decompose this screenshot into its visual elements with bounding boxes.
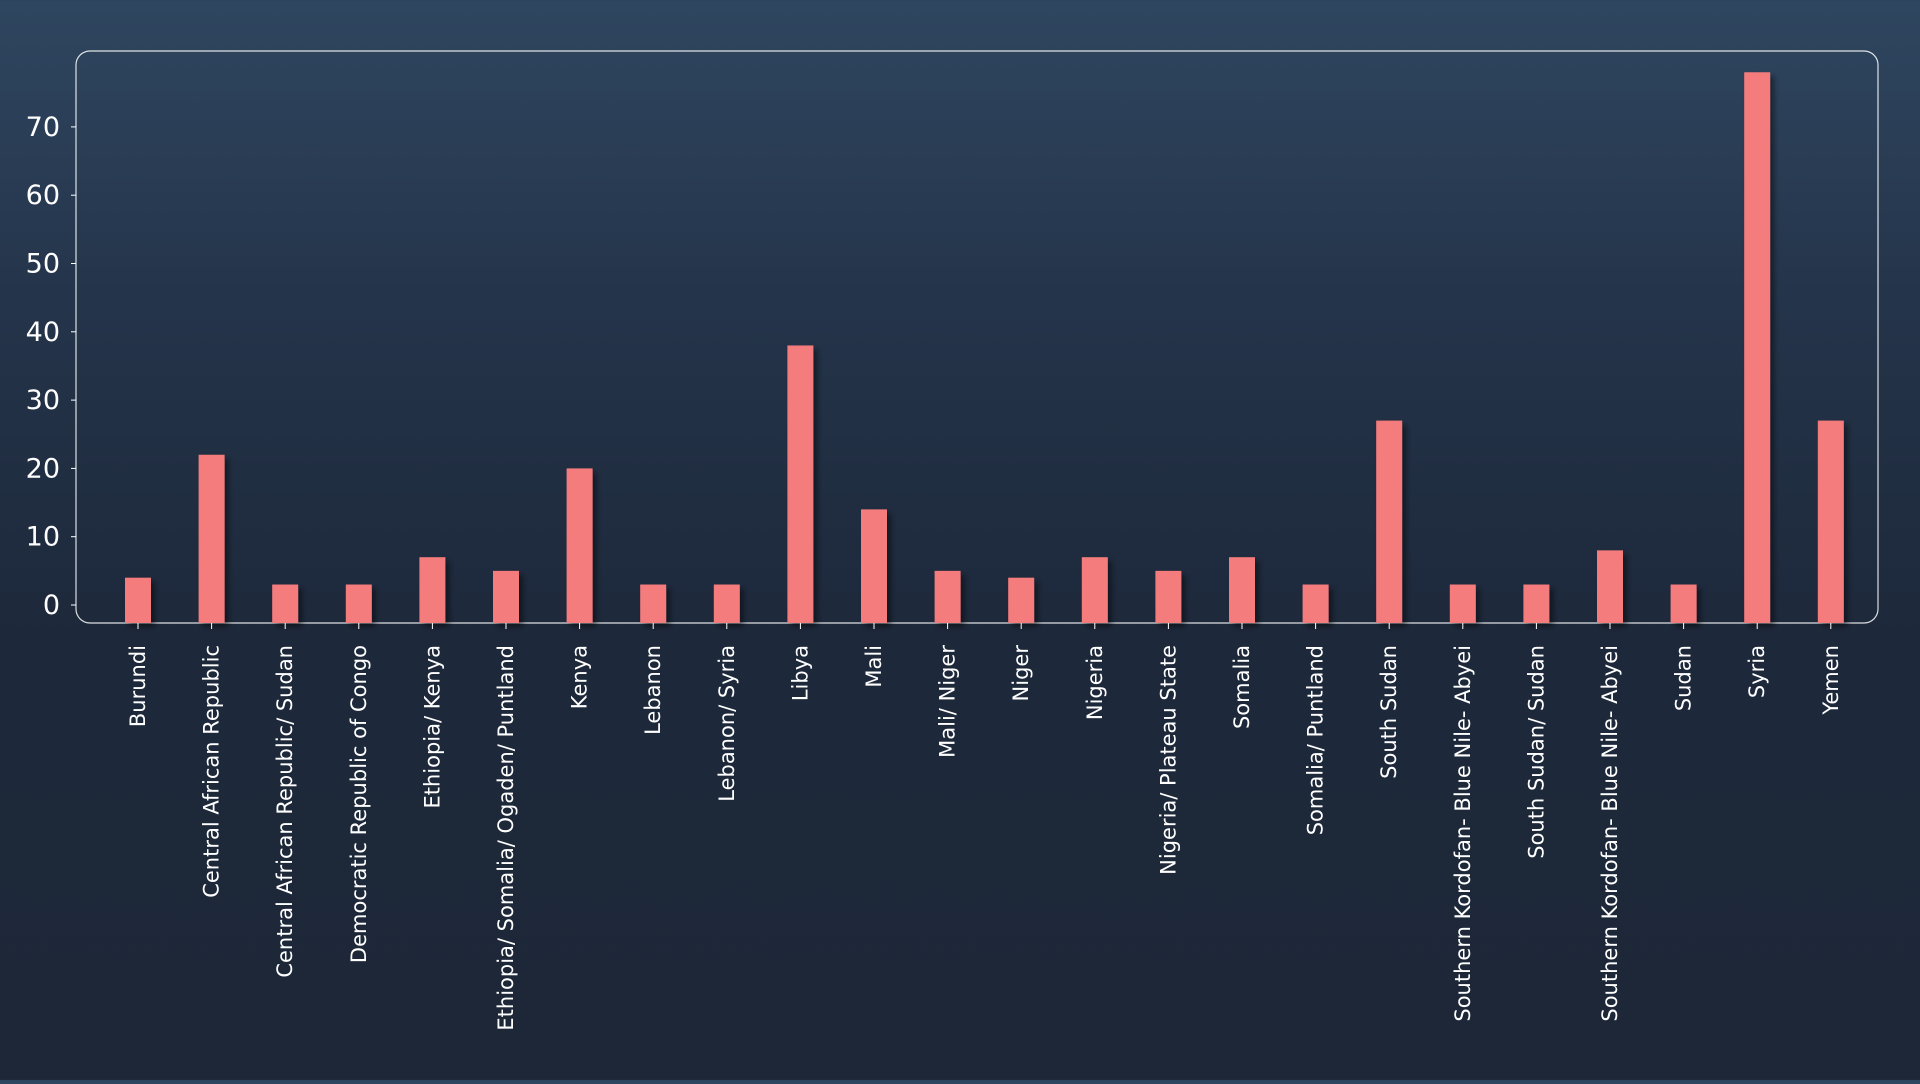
x-tick-label: Ethiopia/ Kenya [420,645,444,809]
bar [787,345,814,623]
x-tick-label: Yemen [1819,645,1843,716]
x-tick-label: Lebanon [641,645,665,735]
x-tick-label: Southern Kordofan- Blue Nile- Abyei [1598,645,1622,1022]
bar [1155,570,1182,623]
bar [198,454,225,623]
x-tick-label: Nigeria [1083,645,1107,720]
y-tick-label: 10 [26,522,60,553]
x-tick-label: Somalia/ Puntland [1304,645,1328,835]
bar [125,577,151,623]
bar [272,584,299,623]
plot-frame [75,50,1879,624]
y-tick-label: 50 [26,249,60,280]
x-tick-label: Sudan [1672,645,1696,711]
x-tick-label: Syria [1745,645,1769,698]
y-tick-label: 60 [26,180,60,211]
bar [566,468,593,623]
x-tick-label: Southern Kordofan- Blue Nile- Abyei [1451,645,1475,1022]
x-tick-label: Ethiopia/ Somalia/ Ogaden/ Puntland [494,645,518,1031]
bars [125,72,1844,623]
bar [861,509,887,623]
bar [934,570,961,623]
y-axis: 0 10 20 30 40 50 60 70 [26,112,76,621]
x-tick-label: Democratic Republic of Congo [347,645,371,963]
y-tick-label: 20 [26,453,60,484]
bar [1449,584,1476,623]
x-tick-label: Niger [1009,645,1033,702]
y-tick-label: 30 [26,385,60,416]
y-tick-label: 0 [43,590,60,621]
x-tick-label: Nigeria/ Plateau State [1156,645,1180,875]
x-tick-label: Burundi [126,645,150,727]
bar [1523,584,1550,623]
bar [345,584,372,623]
x-tick-label: Central African Republic/ Sudan [273,645,297,978]
bar [1229,557,1255,623]
bar [1597,550,1623,623]
bar [419,557,446,623]
x-tick-label: Central African Republic [200,645,224,898]
x-tick-label: Libya [788,645,812,701]
bar [493,570,519,623]
bar [1817,420,1844,623]
bar [1670,584,1697,623]
y-tick-label: 40 [26,317,60,348]
bar [1081,557,1108,623]
x-axis: Burundi Central African Republic Central A… [126,623,1843,1031]
bar [1302,584,1329,623]
bar [640,584,667,623]
x-tick-label: South Sudan/ Sudan [1524,645,1548,859]
bar [1008,577,1035,623]
bar [1744,72,1771,623]
x-tick-label: Mali/ Niger [936,645,960,758]
bar [1376,420,1403,623]
x-tick-label: Mali [862,645,886,688]
x-tick-label: Lebanon/ Syria [715,645,739,802]
y-tick-label: 70 [26,112,60,143]
x-tick-label: Somalia [1230,645,1254,729]
bar [713,584,740,623]
x-tick-label: Kenya [568,645,592,709]
x-tick-label: South Sudan [1377,645,1401,779]
